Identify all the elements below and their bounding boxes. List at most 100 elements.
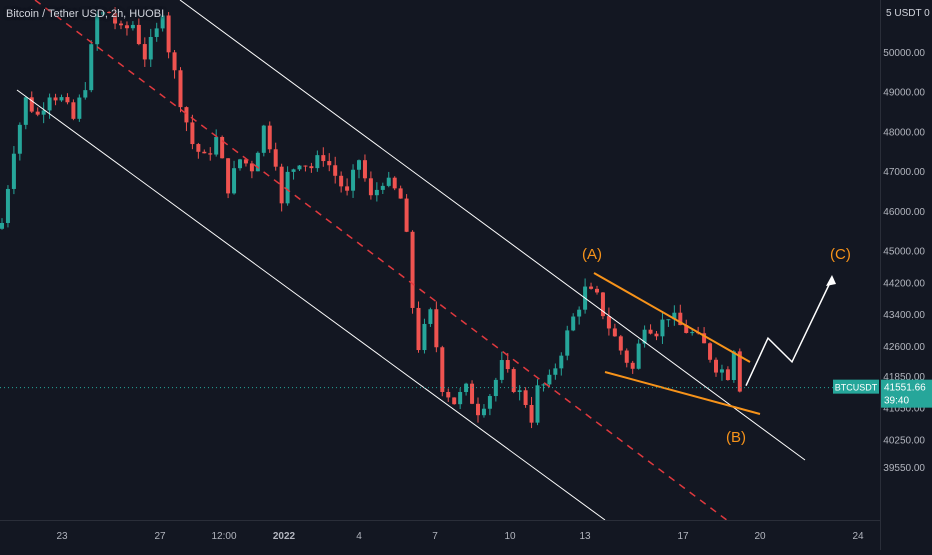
candle-body: [279, 166, 284, 204]
currency-label[interactable]: 5 USDT 0: [886, 8, 930, 19]
candle-body: [666, 319, 671, 321]
time-tick-label: 17: [677, 531, 689, 542]
currency-prefix: 5: [886, 8, 892, 19]
candle-body: [476, 403, 480, 416]
candle-body: [243, 159, 248, 164]
price-tick-label: 43400.00: [883, 310, 925, 321]
price-tick-label: 41850.00: [883, 372, 925, 383]
candle-body: [458, 392, 463, 405]
candle-body: [196, 144, 201, 152]
candle-body: [708, 343, 713, 360]
candle-body: [672, 312, 677, 320]
symbol-title[interactable]: Bitcoin / Tether USD, 2h, HUOBI: [6, 8, 165, 20]
candle-body: [493, 379, 498, 397]
candle-body: [404, 198, 409, 232]
candle-body: [35, 111, 40, 115]
candle-body: [547, 374, 552, 385]
candle-body: [618, 336, 623, 351]
candle-body: [589, 286, 594, 289]
time-tick-label: 24: [852, 531, 864, 542]
projection-arrowhead: [826, 275, 836, 286]
candle-body: [208, 153, 213, 155]
candle-body: [214, 136, 219, 155]
candle-body: [428, 309, 433, 324]
candle-body: [47, 97, 52, 111]
symbol-tag-text: BTCUSDT: [835, 383, 878, 393]
candle-body: [291, 169, 296, 172]
candle-body: [95, 14, 100, 45]
candle-body: [499, 360, 504, 380]
candle-body: [541, 384, 546, 386]
candle-body: [238, 159, 242, 169]
candle-body: [725, 369, 730, 381]
price-tick-label: 39550.00: [883, 463, 925, 474]
price-tick-label: 44200.00: [883, 278, 925, 289]
candle-body: [374, 189, 379, 196]
candle-body: [59, 97, 64, 101]
currency-code: USDT: [894, 8, 922, 19]
candle-body: [410, 231, 415, 308]
candle-body: [612, 328, 617, 337]
candle-body: [321, 155, 326, 162]
candle-body: [154, 28, 159, 37]
candle-body: [5, 188, 10, 223]
candle-body: [606, 316, 611, 329]
candle-body: [41, 110, 46, 115]
price-tick-label: 46000.00: [883, 207, 925, 218]
wave-labels-layer: (A) (B) (C): [582, 246, 851, 446]
time-axis[interactable]: 23 27 12:00 2022 4 7 10 13 17 20 24: [0, 521, 932, 550]
candle-body: [642, 329, 647, 344]
candle-body: [297, 165, 302, 170]
candle-body: [577, 309, 582, 317]
candle-body: [654, 333, 659, 337]
price-axis[interactable]: 50000.00 49000.00 48000.00 47000.00 46000.00…: [881, 0, 932, 520]
candle-body: [380, 185, 385, 190]
candle-body: [339, 175, 344, 187]
candle-body: [529, 405, 534, 423]
candle-body: [113, 13, 118, 24]
price-tick-label: 45000.00: [883, 247, 925, 258]
candle-body: [636, 343, 641, 369]
price-tag-value: 41551.66: [884, 383, 926, 394]
candle-body: [351, 169, 356, 191]
wave-label: (A): [582, 246, 602, 263]
price-axis-border: [880, 0, 881, 550]
candle-body: [386, 177, 391, 186]
candle-body: [142, 44, 147, 60]
wave-label: (C): [830, 246, 851, 263]
candle-body: [267, 125, 272, 150]
candle-body: [731, 351, 736, 381]
candle-body: [392, 177, 397, 189]
candle-body: [130, 24, 135, 29]
candle-body: [273, 149, 278, 167]
time-tick-label: 2022: [273, 531, 296, 542]
candle-body: [523, 390, 528, 406]
candle-body: [166, 15, 171, 53]
candle-body: [559, 355, 564, 369]
candle-body: [202, 151, 207, 154]
candle-body: [11, 153, 16, 189]
candle-body: [511, 369, 516, 392]
candle-body: [737, 351, 742, 392]
channel-mid-line: [34, 0, 761, 546]
candle-body: [315, 155, 320, 169]
candle-body: [446, 391, 451, 398]
price-tick-label: 50000.00: [883, 48, 925, 59]
time-tick-label: 7: [432, 531, 438, 542]
candle-body: [630, 362, 635, 369]
candle-body: [535, 385, 540, 423]
time-axis-border: [0, 520, 880, 521]
time-tick-label: 12:00: [211, 531, 236, 542]
candle-body: [505, 360, 510, 370]
candle-body: [398, 188, 403, 199]
candle-body: [77, 97, 82, 119]
price-tick-label: 48000.00: [883, 128, 925, 139]
candle-body: [648, 329, 653, 334]
candle-body: [303, 165, 308, 167]
candle-body: [327, 161, 332, 166]
candle-body: [702, 333, 707, 344]
candle-body: [124, 25, 129, 29]
candle-body: [226, 158, 231, 194]
